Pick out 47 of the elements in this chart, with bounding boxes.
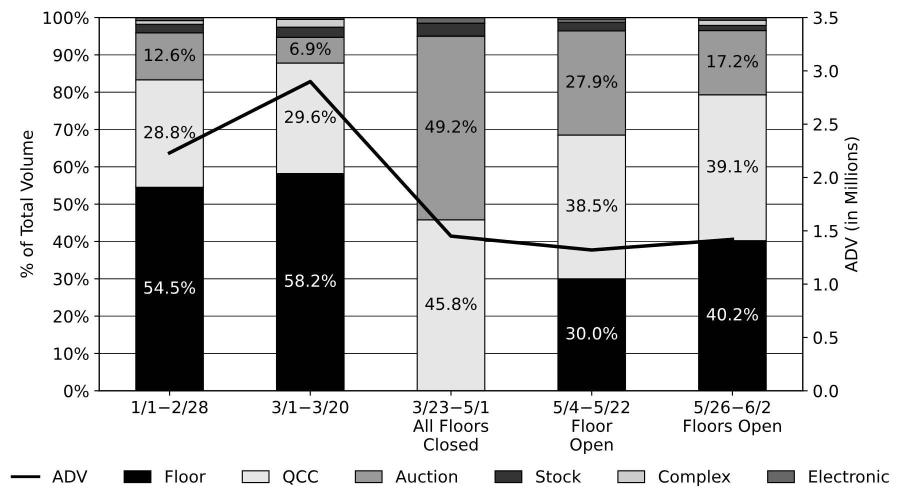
y-tick-label: 10%: [54, 347, 89, 360]
data-label: 29.6%: [285, 110, 336, 124]
legend-label: Complex: [658, 470, 730, 486]
legend-label: Floor: [166, 470, 206, 483]
x-tick-label: 3/23−5/1 All Floors Closed: [413, 400, 489, 451]
legend-label: QCC: [283, 470, 318, 485]
y2-tick-label: 0.5: [814, 331, 838, 344]
y-tick-label: 0%: [64, 384, 89, 398]
y2-tick-label: 1.5: [814, 225, 838, 238]
x-tick-label: 5/26−6/2 Floors Open: [684, 400, 781, 436]
data-label: 27.9%: [566, 75, 618, 88]
data-label: 54.5%: [144, 281, 196, 294]
y-tick-label: 90%: [54, 48, 89, 62]
data-label: 30.0%: [566, 327, 618, 340]
data-label: 49.2%: [425, 120, 477, 133]
data-label: 45.8%: [425, 298, 477, 310]
x-tick-label: 5/4−5/22 Floor Open: [554, 400, 630, 454]
y2-tick-label: 3.0: [814, 64, 838, 78]
y-tick-label: 20%: [54, 310, 89, 323]
data-label: 58.2%: [285, 274, 336, 287]
data-label: 6.9%: [290, 42, 331, 56]
y2-axis-title: ADV (in Millions): [844, 137, 860, 272]
y2-tick-label: 0.0: [814, 384, 838, 398]
y2-tick-label: 2.0: [814, 171, 838, 184]
data-label: 28.8%: [144, 126, 196, 138]
data-label: 17.2%: [708, 54, 758, 68]
data-label: 39.1%: [707, 160, 758, 173]
y-tick-label: 80%: [54, 86, 89, 99]
y-tick-label: 60%: [54, 160, 89, 174]
legend-label: ADV: [52, 470, 88, 483]
y-tick-label: 40%: [53, 235, 89, 248]
y2-tick-label: 3.5: [814, 11, 838, 24]
data-label: 12.6%: [144, 48, 196, 62]
y-tick-label: 30%: [54, 272, 89, 286]
x-tick-label: 3/1−3/20: [272, 400, 348, 415]
legend-label: Electronic: [809, 470, 889, 483]
data-label: 38.5%: [566, 199, 618, 212]
y-tick-label: 50%: [54, 198, 89, 211]
legend-label: Stock: [536, 470, 582, 483]
y2-tick-label: 1.0: [814, 278, 838, 291]
legend-label: Auction: [396, 470, 458, 483]
y-tick-label: 100%: [44, 11, 89, 24]
y2-tick-label: 2.5: [814, 118, 838, 131]
x-tick-label: 1/1−2/28: [132, 400, 208, 415]
data-label: 40.2%: [706, 308, 758, 321]
y-tick-label: 70%: [54, 123, 89, 136]
y-axis-title: % of Total Volume: [20, 130, 34, 278]
